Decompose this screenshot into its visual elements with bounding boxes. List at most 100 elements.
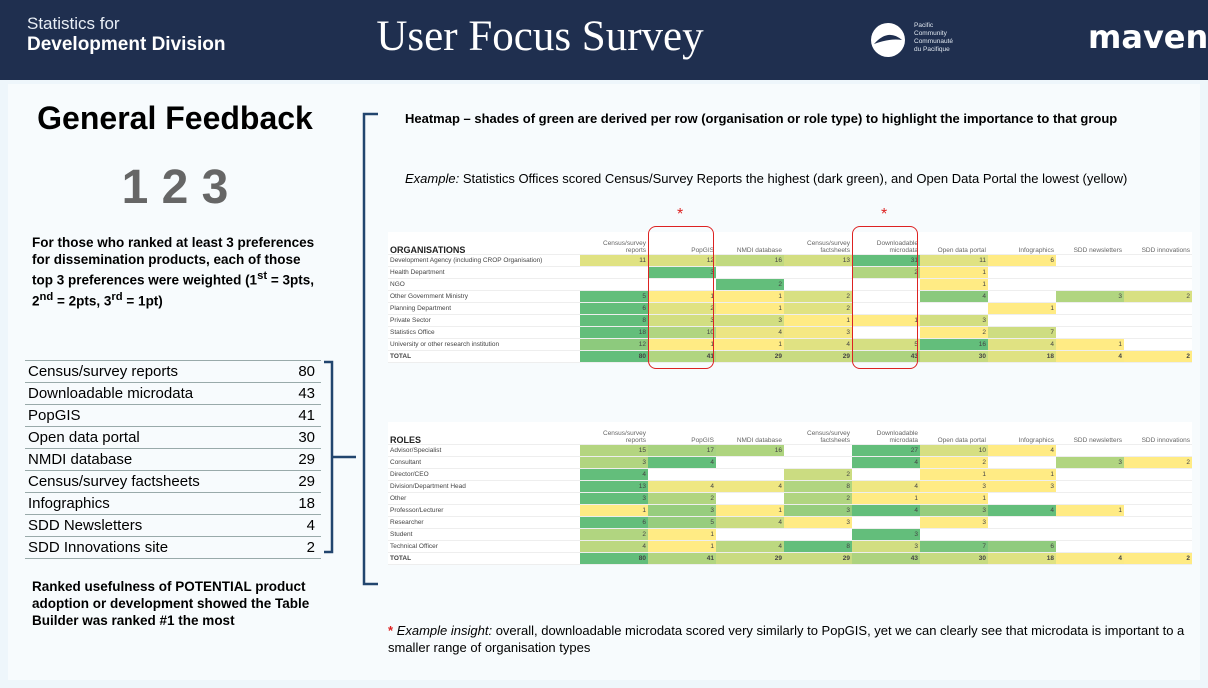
heatmap-header: ROLES Census/survey reports PopGIS NMDI dat…: [388, 422, 1192, 445]
row-label: Private Sector: [388, 314, 580, 327]
heatmap-row: TOTAL 80 41 29 29 43 30 18 4 2: [388, 552, 1192, 565]
heatmap-cell: [784, 456, 852, 469]
row-label: Other: [388, 492, 580, 505]
spc-line: du Pacifique: [914, 46, 950, 53]
heatmap-cell: 16: [920, 338, 988, 351]
heatmap-cell: 2: [580, 528, 648, 541]
heatmap-cell: 2: [1124, 290, 1192, 303]
heatmap-cell: [1056, 444, 1124, 457]
product-name: Infographics: [25, 492, 284, 515]
highlight-asterisk: *: [881, 206, 888, 223]
product-name: Census/survey factsheets: [25, 470, 284, 493]
heatmap-cell: 4: [1056, 552, 1124, 565]
column-header: NMDI database: [716, 422, 784, 445]
column-header: Infographics: [988, 422, 1056, 445]
heatmap-cell: 3: [920, 504, 988, 517]
example-label: Example:: [405, 171, 460, 186]
heatmap-cell: [1124, 492, 1192, 505]
product-name: SDD Newsletters: [25, 514, 284, 537]
row-label: Development Agency (including CROP Organ…: [388, 254, 580, 267]
heatmap-cell: [580, 266, 648, 279]
heatmap-cell: 18: [988, 552, 1056, 565]
heatmap-row: Private Sector 8 3 3 1 1 3: [388, 314, 1192, 327]
spc-text: Pacific Community Communauté du Pacifiqu…: [914, 22, 953, 54]
heatmap-cell: [1124, 516, 1192, 529]
heatmap-cell: 2: [784, 290, 852, 303]
small-bracket: [324, 360, 356, 554]
logo-wave: [874, 34, 902, 44]
heading: General Feedback: [37, 100, 313, 136]
heatmap-cell: 1: [1056, 338, 1124, 351]
heatmap-cell: 16: [716, 254, 784, 267]
heatmap-cell: 13: [784, 254, 852, 267]
ordinal-suffix: st: [257, 270, 268, 282]
heatmap-cell: 6: [580, 302, 648, 315]
heatmap-cell: [1056, 278, 1124, 291]
description: For those who ranked at least 3 preferen…: [32, 234, 322, 309]
heatmap-cell: [852, 278, 920, 291]
heatmap-cell: [1056, 528, 1124, 541]
heatmap-row: Advisor/Specialist 15 17 16 27 10 4: [388, 444, 1192, 457]
division-line2: Development Division: [27, 34, 226, 55]
row-label: Researcher: [388, 516, 580, 529]
heatmap-cell: 1: [1056, 504, 1124, 517]
column-header: SDD newsletters: [1056, 422, 1124, 445]
product-score: 2: [283, 536, 321, 559]
column-header: Census/survey factsheets: [784, 232, 852, 255]
heatmap-cell: [1124, 254, 1192, 267]
heatmap-cell: 41: [648, 350, 716, 363]
heatmap-row: Statistics Office 18 10 4 3 2 7: [388, 326, 1192, 339]
heatmap-cell: 29: [784, 552, 852, 565]
heatmap-cell: [988, 290, 1056, 303]
heatmap-cell: [988, 314, 1056, 327]
heatmap-cell: [920, 302, 988, 315]
heatmap-cell: [648, 278, 716, 291]
column-header: Open data portal: [920, 422, 988, 445]
heatmap-cell: 7: [988, 326, 1056, 339]
heatmap-cell: 10: [920, 444, 988, 457]
row-label: Planning Department: [388, 302, 580, 315]
heatmap-title: ROLES: [388, 422, 580, 445]
heatmap-row: University or other research institution…: [388, 338, 1192, 351]
heatmap-row: NGO 2 1: [388, 278, 1192, 291]
division-line1: Statistics for: [27, 14, 120, 33]
row-label: Division/Department Head: [388, 480, 580, 493]
ranking-row: Infographics 18: [25, 492, 321, 515]
bracket-line: [362, 112, 378, 586]
ranking-row: Downloadable microdata 43: [25, 382, 321, 405]
heatmap-cell: 1: [716, 504, 784, 517]
heatmap-table: ORGANISATIONS Census/survey reports PopGIS…: [388, 232, 1192, 363]
heatmap-cell: 3: [784, 516, 852, 529]
heatmap-cell: [988, 266, 1056, 279]
heatmap-cell: 1: [988, 468, 1056, 481]
heatmap-cell: 4: [580, 540, 648, 553]
heatmap-row: Planning Department 6 2 1 2 1: [388, 302, 1192, 315]
heatmap-cell: [988, 278, 1056, 291]
heatmap-cell: [988, 492, 1056, 505]
spc-line: Pacific: [914, 22, 934, 29]
heatmap-row: Other Government Ministry 5 1 1 2 4 3 2: [388, 290, 1192, 303]
heatmap-cell: 4: [852, 456, 920, 469]
heatmap-cell: 1: [920, 492, 988, 505]
heatmap-cell: [648, 468, 716, 481]
heatmap-cell: [1056, 468, 1124, 481]
column-header: PopGIS: [648, 232, 716, 255]
heatmap-cell: 3: [988, 480, 1056, 493]
heatmap-cell: 1: [716, 338, 784, 351]
heatmap-cell: [784, 266, 852, 279]
product-score: 4: [283, 514, 321, 537]
heatmap-cell: 3: [852, 528, 920, 541]
heatmap-header: ORGANISATIONS Census/survey reports PopGIS…: [388, 232, 1192, 255]
heatmap-cell: [716, 492, 784, 505]
highlight-box: [852, 226, 918, 369]
heatmap-cell: 3: [648, 504, 716, 517]
column-header: Downloadable microdata: [852, 422, 920, 445]
row-label: University or other research institution: [388, 338, 580, 351]
heatmap-cell: [988, 516, 1056, 529]
heatmap-cell: 4: [988, 444, 1056, 457]
row-label: Student: [388, 528, 580, 541]
heatmap-cell: 41: [648, 552, 716, 565]
heatmap-cell: [1056, 516, 1124, 529]
heatmap-cell: [852, 326, 920, 339]
heatmap-cell: [1124, 302, 1192, 315]
